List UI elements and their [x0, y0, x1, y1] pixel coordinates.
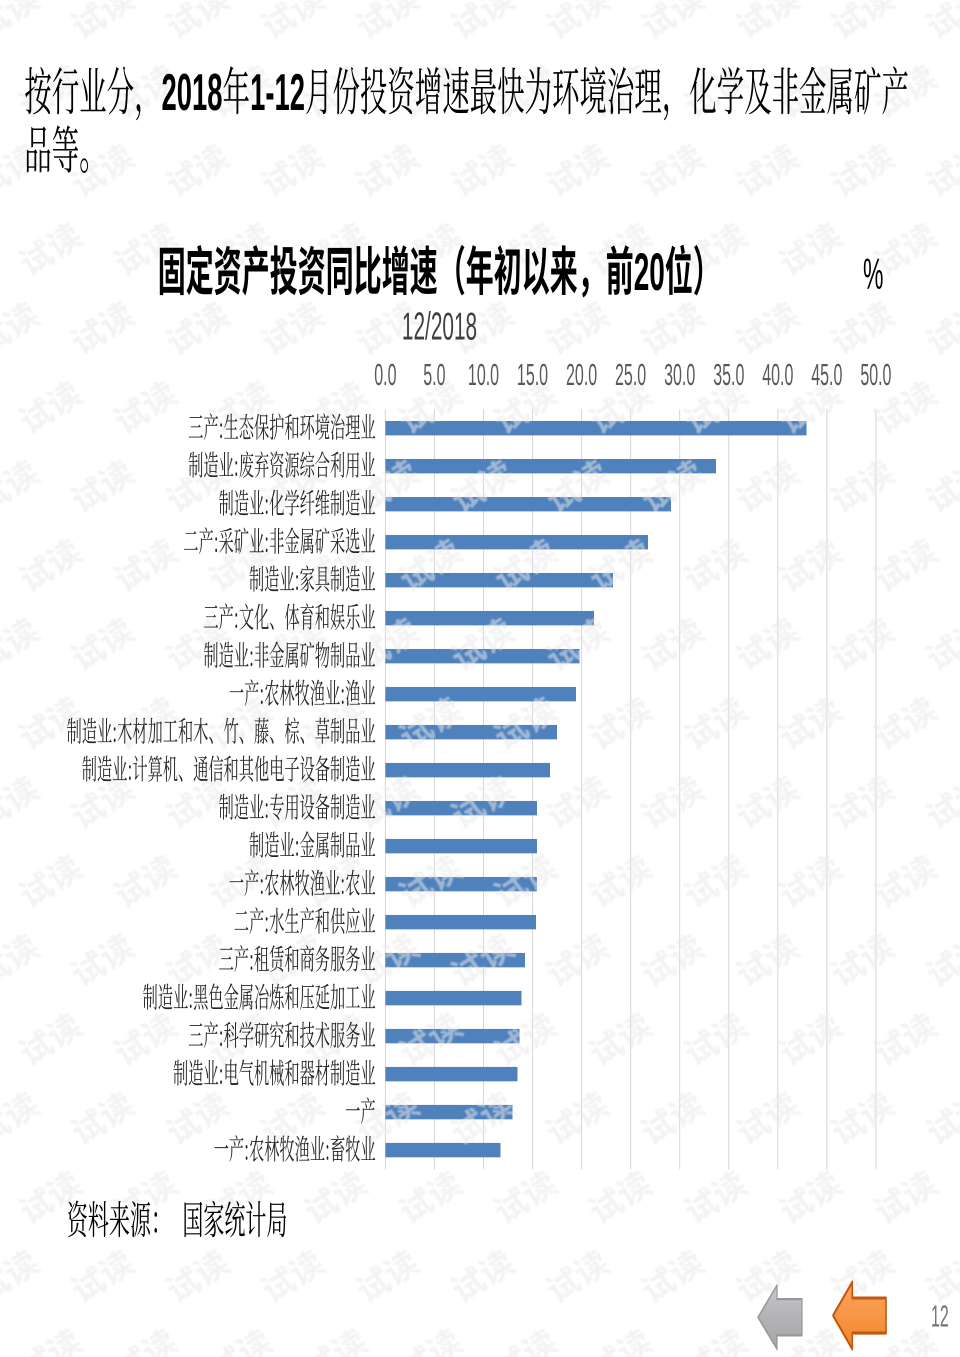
svg-text:10.0: 10.0: [468, 359, 499, 393]
svg-text:20.0: 20.0: [566, 359, 597, 393]
svg-text:5.0: 5.0: [423, 359, 445, 393]
svg-text:45.0: 45.0: [811, 359, 842, 393]
svg-text:0.0: 0.0: [374, 359, 396, 393]
svg-text:12: 12: [931, 1300, 949, 1334]
svg-text:50.0: 50.0: [860, 359, 891, 393]
svg-text:1-12: 1-12: [250, 64, 305, 121]
svg-text:12/2018: 12/2018: [402, 305, 477, 349]
svg-text:35.0: 35.0: [713, 359, 744, 393]
svg-text:15.0: 15.0: [517, 359, 548, 393]
svg-text:25.0: 25.0: [615, 359, 646, 393]
svg-text:30.0: 30.0: [664, 359, 695, 393]
svg-text:20: 20: [634, 243, 665, 302]
svg-text:2018: 2018: [162, 64, 223, 121]
svg-text:40.0: 40.0: [762, 359, 793, 393]
svg-text:%: %: [863, 251, 883, 298]
